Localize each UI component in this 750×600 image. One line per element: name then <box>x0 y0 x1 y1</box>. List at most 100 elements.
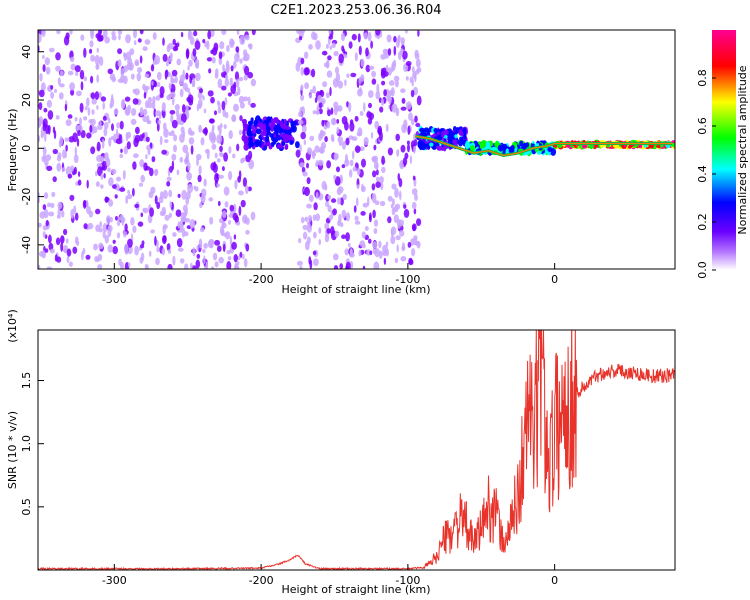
heatmap-cell-581 <box>239 35 246 45</box>
heatmap-cell-596 <box>201 193 205 200</box>
colorbar-gradient <box>712 30 736 270</box>
heatmap-cell-1335 <box>297 119 304 125</box>
heatmap-cell-265 <box>162 53 168 62</box>
heatmap-cell-1352 <box>372 241 378 249</box>
heatmap-cell-1443 <box>326 160 331 169</box>
heatmap-cell-1254 <box>299 265 303 269</box>
snr-xtick-label-0: -300 <box>102 574 127 587</box>
heatmap-cell-1046 <box>315 40 321 50</box>
heatmap-cell-571 <box>48 234 52 244</box>
heatmap-cell-887 <box>295 141 300 149</box>
heatmap-cell-1383 <box>402 50 408 60</box>
heatmap-cell-382 <box>38 222 42 228</box>
heatmap-cell-520 <box>143 162 148 171</box>
heatmap-cell-220 <box>216 134 223 144</box>
heatmap-cell-651 <box>60 242 64 252</box>
heatmap-cell-1347 <box>387 48 392 56</box>
heatmap-cell-500 <box>130 118 137 125</box>
heatmap-cell-184 <box>110 216 113 223</box>
snr-ytick-label-1: 1.0 <box>20 435 33 453</box>
heatmap-cell-1191 <box>375 164 379 170</box>
heatmap-cell-1162 <box>386 249 389 257</box>
heatmap-cell-1129 <box>348 41 353 49</box>
heatmap-cell-244 <box>156 122 160 132</box>
heatmap-cell-1116 <box>344 79 347 87</box>
heatmap-cell-418 <box>125 195 129 205</box>
heatmap-cell-223 <box>43 209 49 219</box>
heatmap-cell-1457 <box>321 50 328 56</box>
heatmap-cell-273 <box>96 74 100 83</box>
heatmap-cell-297 <box>100 184 104 189</box>
heatmap-cell-1044 <box>300 117 307 128</box>
heatmap-cell-1144 <box>405 76 409 81</box>
heatmap-cell-18 <box>172 232 177 237</box>
heatmap-cell-700 <box>159 86 165 96</box>
heatmap-cell-1128 <box>379 176 384 184</box>
heatmap-cell-1172 <box>387 147 393 156</box>
heatmap-cell-679 <box>75 124 79 132</box>
heatmap-cell-1396 <box>308 215 313 222</box>
heatmap-cell-1499 <box>345 261 351 269</box>
heatmap-cell-1130 <box>304 82 309 90</box>
heatmap-cell-528 <box>184 263 189 269</box>
heatmap-cell-1497 <box>396 38 400 48</box>
heatmap-cell-594 <box>119 214 124 221</box>
heatmap-cell-203 <box>210 266 215 269</box>
heatmap-cell-1173 <box>303 139 306 145</box>
heatmap-cell-372 <box>102 102 105 110</box>
heatmap-cell-277 <box>218 57 223 66</box>
heatmap-cell-455 <box>250 211 256 221</box>
heatmap-cell-1270 <box>313 202 318 211</box>
heatmap-cell-526 <box>97 124 103 131</box>
heatmap-cell-1632 <box>420 129 424 137</box>
heatmap-cell-673 <box>107 244 114 253</box>
heatmap-cell-484 <box>221 85 227 91</box>
heatmap-cell-1133 <box>341 234 346 239</box>
heatmap-cell-534 <box>56 155 62 162</box>
heatmap-cell-1287 <box>370 132 374 139</box>
heatmap-cell-556 <box>242 253 245 260</box>
heatmap-cell-1177 <box>403 208 410 218</box>
heatmap-cell-588 <box>197 174 202 183</box>
heatmap-cell-1395 <box>400 144 406 153</box>
heatmap-cell-1651 <box>433 128 438 133</box>
heatmap-cell-770 <box>128 262 131 268</box>
heatmap-cell-210 <box>227 92 232 97</box>
heatmap-cell-1517 <box>341 45 345 52</box>
heatmap-cell-1041 <box>330 107 334 115</box>
heatmap-cell-1345 <box>318 102 323 109</box>
heatmap-cell-385 <box>80 81 84 91</box>
heatmap-cell-991 <box>246 130 251 137</box>
heatmap-cell-12 <box>108 137 112 147</box>
heatmap-cell-835 <box>163 122 167 131</box>
heatmap-cell-370 <box>38 116 44 125</box>
heatmap-cell-266 <box>191 265 197 269</box>
heatmap-cell-1152 <box>301 124 307 134</box>
heatmap-cell-1432 <box>415 122 421 128</box>
heatmap-cell-112 <box>162 37 165 46</box>
heatmap-cell-287 <box>74 117 78 122</box>
heatmap-cell-1466 <box>416 67 422 73</box>
heatmap-cell-116 <box>222 108 226 118</box>
heatmap-cell-1219 <box>396 244 399 253</box>
heatmap-cell-1470 <box>359 111 364 116</box>
heatmap-cell-1414 <box>371 78 377 85</box>
heatmap-cell-878 <box>140 252 145 262</box>
heatmap-cell-1369 <box>378 250 383 259</box>
heatmap-cell-431 <box>170 91 176 99</box>
heatmap-cell-794 <box>97 35 103 42</box>
heatmap-cell-1502 <box>324 233 330 243</box>
heatmap-cell-310 <box>56 214 61 219</box>
heatmap-cell-963 <box>281 141 286 146</box>
heatmap-cell-867 <box>46 165 53 171</box>
heatmap-cell-846 <box>167 57 173 63</box>
heatmap-cell-1514 <box>411 78 414 87</box>
heatmap-cell-49 <box>139 30 144 35</box>
heatmap-cell-1370 <box>352 166 357 172</box>
heatmap-cell-366 <box>122 170 126 180</box>
heatmap-cell-547 <box>109 73 116 81</box>
heatmap-cell-245 <box>150 229 155 234</box>
heatmap-cell-737 <box>166 176 172 182</box>
heatmap-cell-118 <box>132 161 137 170</box>
colorbar-label: Normalized spectral amplitude <box>736 65 749 234</box>
